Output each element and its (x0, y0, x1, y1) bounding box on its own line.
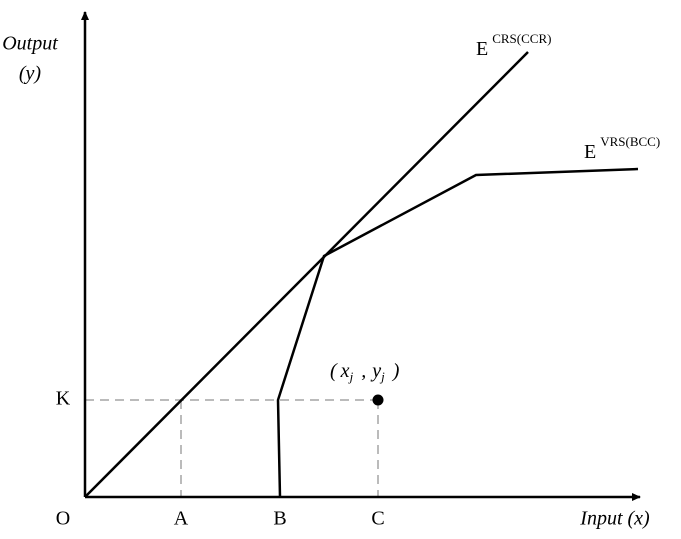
crs-frontier (84, 51, 529, 498)
vrs-letter: E (584, 141, 596, 163)
x-axis-label: Input (x) (579, 508, 650, 530)
crs-superscript: CRS(CCR) (492, 31, 551, 46)
x-point-label: C (371, 508, 384, 530)
guides (85, 399, 379, 497)
vrs-superscript: VRS(BCC) (600, 134, 660, 149)
sep: , (361, 360, 366, 382)
paren: ) (392, 360, 400, 382)
x-point-label: A (174, 508, 189, 530)
crs-label: E CRS(CCR) (476, 31, 551, 60)
y-axis-unit: (y) (19, 63, 42, 85)
py-sub: j (379, 369, 385, 384)
vrs-label: E VRS(BCC) (584, 134, 660, 163)
paren: ( (330, 360, 338, 382)
px-sub: j (348, 369, 354, 384)
py: y (370, 360, 381, 382)
y-point-label: K (56, 388, 71, 410)
y-axis-label: Output (2, 33, 58, 55)
origin-label: O (56, 508, 70, 530)
crs-letter: E (476, 38, 488, 60)
point-label: (xj, yj) (330, 360, 400, 384)
dmu-point (372, 394, 384, 406)
px: x (340, 360, 350, 382)
vrs-frontier (276, 167, 639, 498)
x-point-label: B (273, 508, 286, 530)
